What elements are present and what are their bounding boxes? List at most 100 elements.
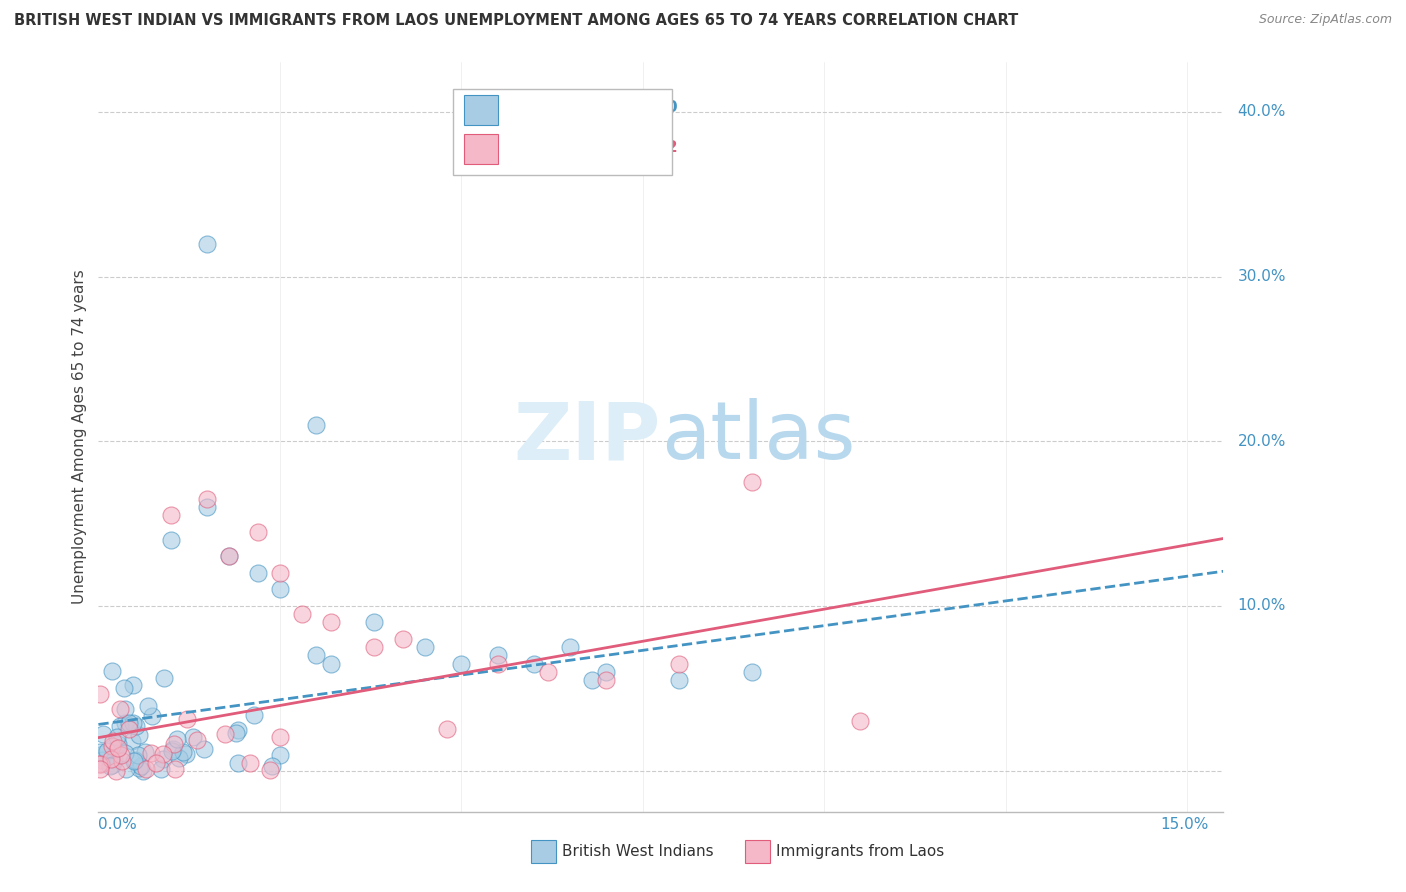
Point (110, 719, 132, 733)
Point (122, 754, 145, 768)
Text: 40.0%: 40.0% (1237, 104, 1286, 120)
Point (160, 533, 183, 547)
Point (247, 524, 270, 539)
Point (103, 753, 125, 767)
Text: 20.0%: 20.0% (1237, 434, 1286, 449)
Text: British West Indians: British West Indians (562, 844, 713, 859)
Text: BRITISH WEST INDIAN VS IMMIGRANTS FROM LAOS UNEMPLOYMENT AMONG AGES 65 TO 74 YEA: BRITISH WEST INDIAN VS IMMIGRANTS FROM L… (14, 13, 1018, 29)
Text: atlas: atlas (661, 398, 855, 476)
Point (128, 761, 150, 775)
Point (163, 737, 186, 751)
Point (262, 759, 284, 773)
Point (195, 500, 218, 514)
Text: 0.0%: 0.0% (98, 817, 138, 831)
Point (111, 754, 134, 768)
Text: Source: ZipAtlas.com: Source: ZipAtlas.com (1258, 13, 1392, 27)
Point (218, 549, 240, 564)
Point (167, 751, 190, 765)
Point (741, 665, 763, 679)
Point (101, 739, 124, 753)
Point (259, 764, 281, 778)
Point (239, 756, 262, 771)
Point (195, 491, 218, 506)
Text: 10.0%: 10.0% (1237, 599, 1286, 614)
Point (141, 709, 163, 723)
Point (486, 648, 509, 663)
Point (89, 762, 111, 776)
FancyBboxPatch shape (531, 840, 557, 863)
Point (107, 737, 129, 751)
Point (160, 508, 183, 523)
Point (849, 714, 872, 728)
Point (89, 687, 111, 701)
Point (149, 762, 172, 776)
Point (122, 715, 145, 730)
Text: Immigrants from Laos: Immigrants from Laos (776, 844, 943, 859)
Point (269, 582, 291, 597)
Point (132, 764, 155, 778)
Point (110, 748, 132, 763)
Text: 30.0%: 30.0% (1237, 269, 1286, 284)
Point (319, 615, 342, 630)
Point (89, 745, 111, 759)
Point (181, 730, 204, 744)
Point (90, 756, 112, 771)
Point (105, 764, 128, 778)
Point (581, 673, 603, 687)
Point (162, 741, 184, 756)
Point (269, 730, 291, 744)
Point (114, 716, 136, 731)
Text: R =  0.261   N = 42: R = 0.261 N = 42 (506, 140, 678, 154)
Point (172, 745, 194, 759)
Point (100, 752, 122, 766)
Point (668, 657, 690, 671)
Point (118, 722, 141, 736)
Point (105, 731, 128, 745)
FancyBboxPatch shape (745, 840, 770, 863)
Text: R =  0.089   N = 70: R = 0.089 N = 70 (506, 100, 678, 115)
Point (112, 681, 135, 695)
Point (291, 607, 314, 621)
Point (392, 632, 415, 646)
Point (558, 640, 581, 654)
Point (91, 747, 114, 762)
Point (115, 762, 138, 776)
Point (741, 475, 763, 490)
Point (163, 762, 186, 776)
Point (91, 727, 114, 741)
Point (537, 665, 560, 679)
Point (436, 723, 458, 737)
Point (595, 673, 617, 687)
Point (166, 731, 188, 746)
Point (269, 566, 291, 580)
Point (269, 747, 291, 762)
Point (91, 753, 114, 767)
Point (214, 727, 236, 741)
Point (135, 762, 157, 776)
Point (114, 746, 136, 760)
Point (153, 671, 176, 685)
Point (195, 236, 218, 251)
Point (363, 615, 385, 630)
Point (114, 702, 136, 716)
Point (96, 744, 118, 758)
Point (87, 756, 110, 771)
Point (305, 417, 328, 432)
Point (176, 713, 198, 727)
Point (450, 657, 472, 671)
Point (98, 759, 121, 773)
Point (121, 733, 143, 747)
FancyBboxPatch shape (453, 88, 672, 175)
Text: ZIP: ZIP (513, 398, 661, 476)
Point (305, 648, 328, 663)
Point (218, 549, 240, 564)
Point (139, 746, 162, 760)
Point (523, 657, 546, 671)
Point (176, 747, 198, 761)
FancyBboxPatch shape (464, 134, 498, 163)
Point (124, 753, 146, 767)
Point (668, 673, 690, 687)
Point (131, 759, 153, 773)
Point (127, 747, 149, 762)
Text: 15.0%: 15.0% (1160, 817, 1209, 831)
